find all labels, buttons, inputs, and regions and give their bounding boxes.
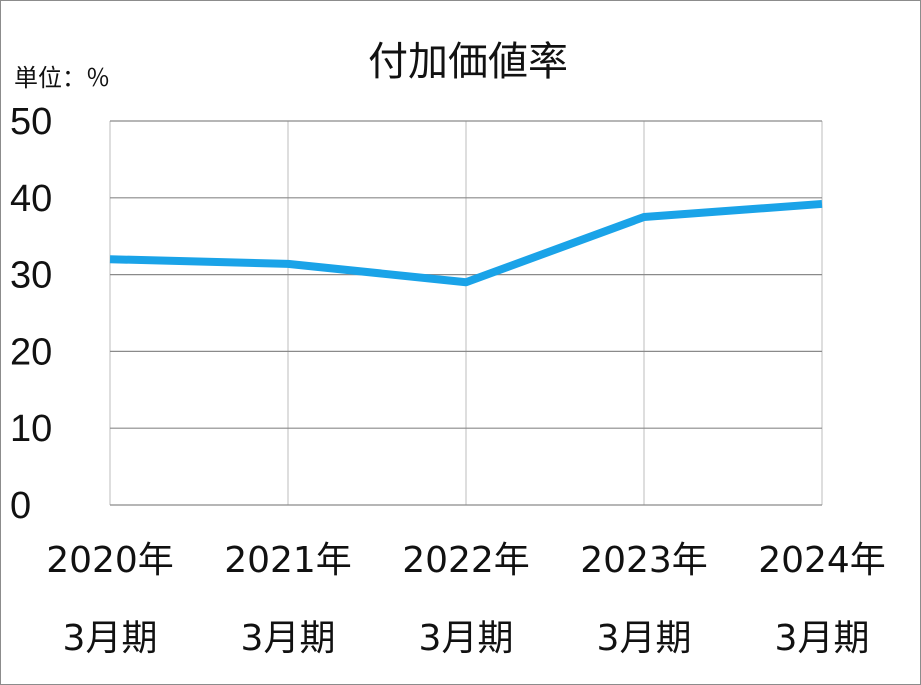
y-tick-label: 20 [10, 331, 52, 373]
x-axis-ticks: 2020年 3月期 2021年 3月期 2022年 3月期 2023年 3月期 2024年 3月期 [46, 540, 886, 659]
y-tick-label: 30 [10, 255, 52, 297]
x-tick-label-year: 2023年 [580, 540, 708, 581]
series-layer [109, 199, 823, 287]
x-tick-label-year: 2024年 [758, 540, 886, 581]
series-line [109, 199, 823, 287]
unit-label: 単位：％ [14, 64, 110, 92]
x-tick-label-period: 3月期 [241, 618, 336, 659]
y-tick-label: 10 [10, 408, 52, 450]
gridlines [109, 120, 823, 506]
chart-title: 付加価値率 [368, 39, 568, 85]
x-tick-label-period: 3月期 [775, 618, 870, 659]
x-tick-label-period: 3月期 [63, 618, 158, 659]
y-tick-label: 0 [10, 485, 31, 527]
x-tick-label-period: 3月期 [597, 618, 692, 659]
x-tick-label-period: 3月期 [419, 618, 514, 659]
x-tick-label-year: 2020年 [46, 540, 174, 581]
x-tick-label-year: 2021年 [224, 540, 352, 581]
x-tick-label-year: 2022年 [402, 540, 530, 581]
y-tick-label: 50 [10, 101, 52, 143]
y-tick-label: 40 [10, 178, 52, 220]
y-axis-ticks: 0 10 20 30 40 50 [10, 101, 52, 527]
